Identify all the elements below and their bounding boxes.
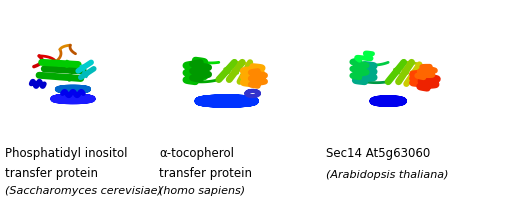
Text: (Arabidopsis thaliana): (Arabidopsis thaliana)	[326, 170, 448, 180]
Text: (Saccharomyces cerevisiae): (Saccharomyces cerevisiae)	[5, 186, 162, 196]
Text: (homo sapiens): (homo sapiens)	[159, 186, 245, 196]
Text: Phosphatidyl inositol: Phosphatidyl inositol	[5, 147, 128, 160]
Text: Sec14 At5g63060: Sec14 At5g63060	[326, 147, 430, 160]
Text: α-tocopherol: α-tocopherol	[159, 147, 234, 160]
Text: transfer protein: transfer protein	[159, 167, 252, 180]
Text: transfer protein: transfer protein	[5, 167, 98, 180]
